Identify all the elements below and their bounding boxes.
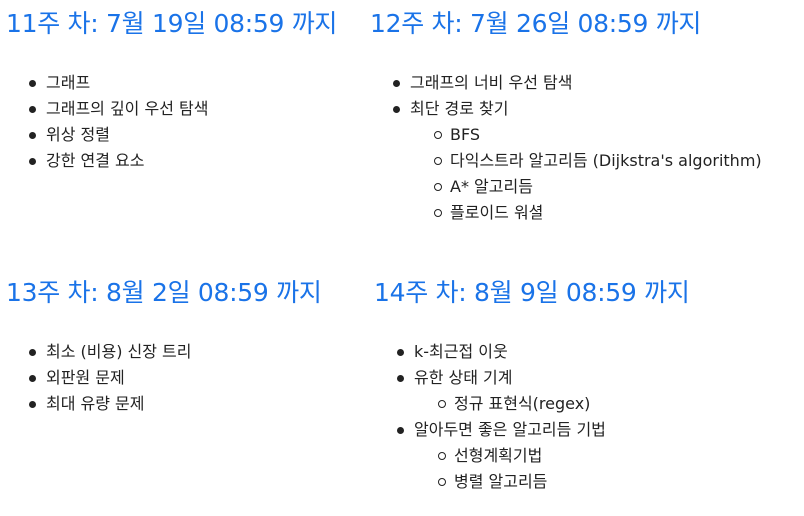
topic-item: 그래프의 너비 우선 탐색	[370, 70, 762, 96]
topic-item: 최대 유량 문제	[6, 391, 322, 417]
week-14-title: 14주 차: 8월 9일 08:59 까지	[374, 278, 690, 307]
week-11-title: 11주 차: 7월 19일 08:59 까지	[6, 9, 338, 38]
week-14-topic-list: k-최근접 이웃 유한 상태 기계 정규 표현식(regex) 알아두면 좋은 …	[374, 339, 690, 495]
week-13-title: 13주 차: 8월 2일 08:59 까지	[6, 278, 322, 307]
subtopic-item: 병렬 알고리듬	[374, 469, 690, 495]
topic-item: 유한 상태 기계	[374, 365, 690, 391]
topic-item: 강한 연결 요소	[6, 148, 337, 174]
subtopic-item: 다익스트라 알고리듬 (Dijkstra's algorithm)	[370, 148, 762, 174]
topic-item: 그래프의 깊이 우선 탐색	[6, 96, 337, 122]
week-12-section: 12주 차: 7월 26일 08:59 까지 그래프의 너비 우선 탐색 최단 …	[370, 4, 762, 226]
week-11-section: 11주 차: 7월 19일 08:59 까지 그래프 그래프의 깊이 우선 탐색…	[6, 4, 337, 174]
topic-item: k-최근접 이웃	[374, 339, 690, 365]
week-14-section: 14주 차: 8월 9일 08:59 까지 k-최근접 이웃 유한 상태 기계 …	[374, 273, 690, 495]
subtopic-item: 정규 표현식(regex)	[374, 391, 690, 417]
topic-item: 알아두면 좋은 알고리듬 기법	[374, 417, 690, 443]
week-13-section: 13주 차: 8월 2일 08:59 까지 최소 (비용) 신장 트리 외판원 …	[6, 273, 322, 417]
topic-item: 외판원 문제	[6, 365, 322, 391]
topic-item: 최소 (비용) 신장 트리	[6, 339, 322, 365]
subtopic-item: BFS	[370, 122, 762, 148]
week-12-title: 12주 차: 7월 26일 08:59 까지	[370, 9, 702, 38]
week-12-topic-list: 그래프의 너비 우선 탐색 최단 경로 찾기 BFS 다익스트라 알고리듬 (D…	[370, 70, 762, 226]
subtopic-item: A* 알고리듬	[370, 174, 762, 200]
subtopic-item: 선형계획기법	[374, 443, 690, 469]
topic-item: 최단 경로 찾기	[370, 96, 762, 122]
subtopic-item: 플로이드 워셜	[370, 200, 762, 226]
week-11-topic-list: 그래프 그래프의 깊이 우선 탐색 위상 정렬 강한 연결 요소	[6, 70, 337, 174]
week-13-topic-list: 최소 (비용) 신장 트리 외판원 문제 최대 유량 문제	[6, 339, 322, 417]
topic-item: 그래프	[6, 70, 337, 96]
topic-item: 위상 정렬	[6, 122, 337, 148]
